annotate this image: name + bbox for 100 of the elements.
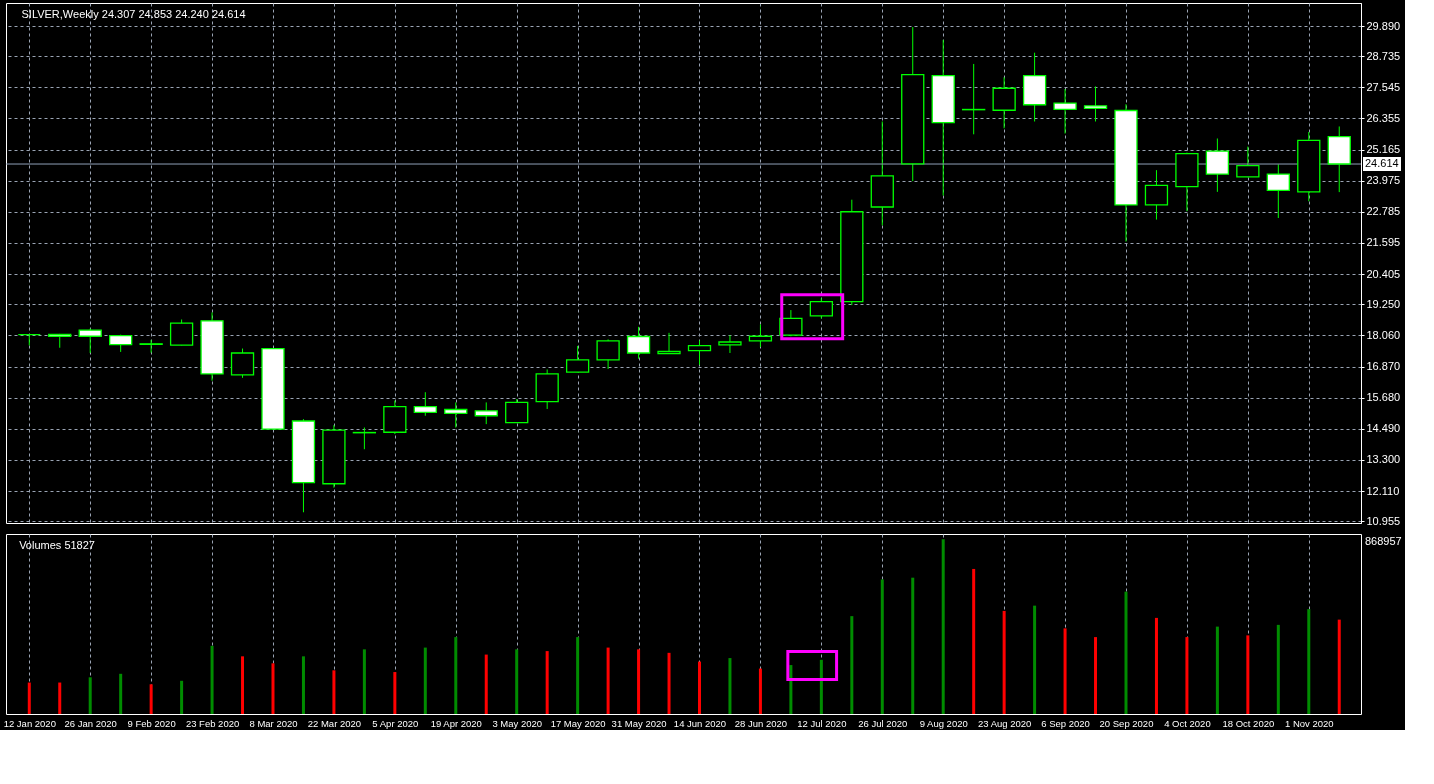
x-tick-label: 18 Oct 2020 [1222, 717, 1275, 729]
candlestick [626, 326, 651, 360]
y-tick-label: 16.870 [1366, 360, 1401, 373]
x-tick-label: 8 Mar 2020 [249, 717, 298, 729]
bar [697, 661, 701, 714]
bar [1154, 617, 1158, 714]
bar [1124, 591, 1128, 714]
bar [180, 680, 184, 714]
y-tick-label: 28.735 [1366, 49, 1401, 62]
bar [301, 656, 305, 714]
y-tick-label: 14.490 [1366, 422, 1401, 435]
x-tick-label: 20 Sep 2020 [1099, 717, 1154, 729]
y-tick-label: 22.785 [1366, 205, 1401, 218]
x-tick-label: 9 Feb 2020 [127, 717, 176, 729]
x-tick-label: 17 May 2020 [550, 717, 606, 729]
bar [1246, 635, 1250, 714]
candlestick [596, 338, 620, 370]
candlestick [565, 345, 590, 373]
candlestick [413, 391, 437, 417]
bar [1337, 619, 1341, 714]
candlestick [748, 323, 773, 348]
y-tick-label: 15.680 [1366, 391, 1401, 404]
candlestick [505, 398, 529, 424]
bar [515, 649, 519, 714]
bar [606, 647, 610, 714]
bar [332, 670, 336, 714]
candlestick [1236, 146, 1260, 178]
y-tick-label: 21.595 [1366, 236, 1401, 249]
bar [58, 682, 62, 714]
bar [27, 682, 31, 714]
candlestick [17, 333, 41, 346]
y-tick-label: 13.300 [1366, 453, 1401, 466]
candlestick [169, 319, 194, 346]
candlestick [687, 339, 712, 366]
candlestick [1053, 88, 1077, 135]
candlestick [444, 401, 468, 429]
candlestick [657, 332, 681, 355]
bar [88, 677, 92, 714]
bar [972, 568, 976, 714]
bar [241, 656, 245, 714]
candlestick [1144, 169, 1169, 221]
candlestick [992, 76, 1016, 129]
y-tick-label: 10.955 [1366, 514, 1401, 527]
candlestick [1205, 137, 1230, 193]
y-tick-label: 12.110 [1366, 484, 1400, 497]
y-tick-label: 20.405 [1366, 267, 1401, 280]
bar [728, 658, 732, 714]
bar [119, 673, 123, 714]
x-tick-label: 12 Jul 2020 [797, 717, 847, 729]
x-tick-label: 26 Jul 2020 [858, 717, 908, 729]
bar [880, 579, 884, 714]
y-tick-label: 25.165 [1366, 143, 1401, 156]
x-tick-label: 28 Jun 2020 [734, 717, 788, 729]
y-tick-label: 23.975 [1366, 174, 1401, 187]
text: 868957 [1365, 535, 1402, 547]
candlestick [1083, 85, 1108, 122]
x-tick-label: 12 Jan 2020 [3, 717, 56, 729]
candlestick [809, 297, 833, 319]
bar [1276, 624, 1280, 714]
bar [576, 637, 580, 714]
bar [362, 649, 366, 714]
bar [637, 649, 641, 714]
y-tick-label: 19.250 [1366, 297, 1401, 310]
bar [850, 616, 854, 714]
bar [1094, 637, 1098, 714]
bar [667, 652, 671, 714]
candlestick [139, 339, 163, 354]
bar [484, 654, 488, 714]
bar [758, 668, 762, 714]
x-tick-label: 9 Aug 2020 [919, 717, 968, 729]
bar [1307, 609, 1311, 714]
x-tick-label: 23 Feb 2020 [185, 717, 240, 729]
x-tick-label: 3 May 2020 [492, 717, 543, 729]
x-tick-label: 23 Aug 2020 [977, 717, 1032, 729]
y-tick-label: 26.355 [1366, 111, 1401, 124]
x-tick-label: 6 Sep 2020 [1041, 717, 1090, 729]
candlestick [1266, 163, 1290, 219]
x-tick-label: 22 Mar 2020 [307, 717, 362, 729]
bar [545, 651, 549, 714]
bar [911, 577, 915, 714]
bar [819, 659, 823, 714]
ref-line-label: 24.614 [1365, 157, 1399, 170]
x-tick-label: 5 Apr 2020 [372, 717, 419, 729]
bar [941, 539, 945, 714]
y-tick-label: 29.890 [1366, 19, 1401, 32]
bar [454, 637, 458, 714]
bar [271, 663, 275, 714]
x-tick-label: 31 May 2020 [611, 717, 667, 729]
x-tick-label: 4 Oct 2020 [1164, 717, 1211, 729]
bar [393, 672, 397, 714]
x-tick-label: 19 Apr 2020 [430, 717, 482, 729]
bar [1033, 605, 1037, 714]
chart-title: Volumes 51827 [19, 539, 95, 551]
y-tick-label: 27.545 [1366, 80, 1401, 93]
bar [1185, 637, 1189, 714]
bar [1215, 626, 1219, 714]
candlestick [718, 334, 742, 354]
bar [1063, 628, 1067, 714]
x-tick-label: 1 Nov 2020 [1284, 717, 1334, 729]
bar [149, 684, 153, 714]
